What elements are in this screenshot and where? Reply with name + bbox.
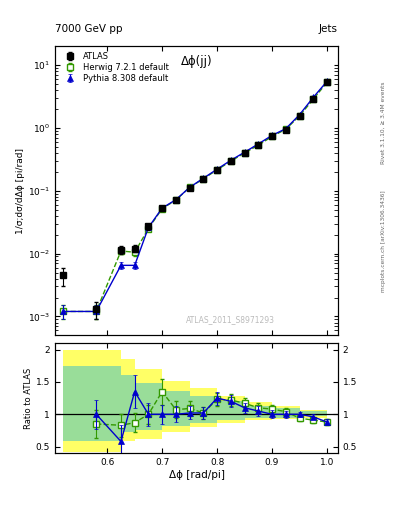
X-axis label: Δϕ [rad/pi]: Δϕ [rad/pi] (169, 470, 224, 480)
Y-axis label: 1/σ;dσ/dΔϕ [pi/rad]: 1/σ;dσ/dΔϕ [pi/rad] (16, 148, 25, 233)
Text: Rivet 3.1.10, ≥ 3.4M events: Rivet 3.1.10, ≥ 3.4M events (381, 81, 386, 164)
Text: Δϕ(jj): Δϕ(jj) (181, 55, 212, 68)
Y-axis label: Ratio to ATLAS: Ratio to ATLAS (24, 368, 33, 429)
Text: mcplots.cern.ch [arXiv:1306.3436]: mcplots.cern.ch [arXiv:1306.3436] (381, 190, 386, 291)
Legend: ATLAS, Herwig 7.2.1 default, Pythia 8.308 default: ATLAS, Herwig 7.2.1 default, Pythia 8.30… (59, 50, 170, 85)
Text: 7000 GeV pp: 7000 GeV pp (55, 24, 123, 34)
Text: Jets: Jets (319, 24, 338, 34)
Text: ATLAS_2011_S8971293: ATLAS_2011_S8971293 (186, 315, 275, 324)
